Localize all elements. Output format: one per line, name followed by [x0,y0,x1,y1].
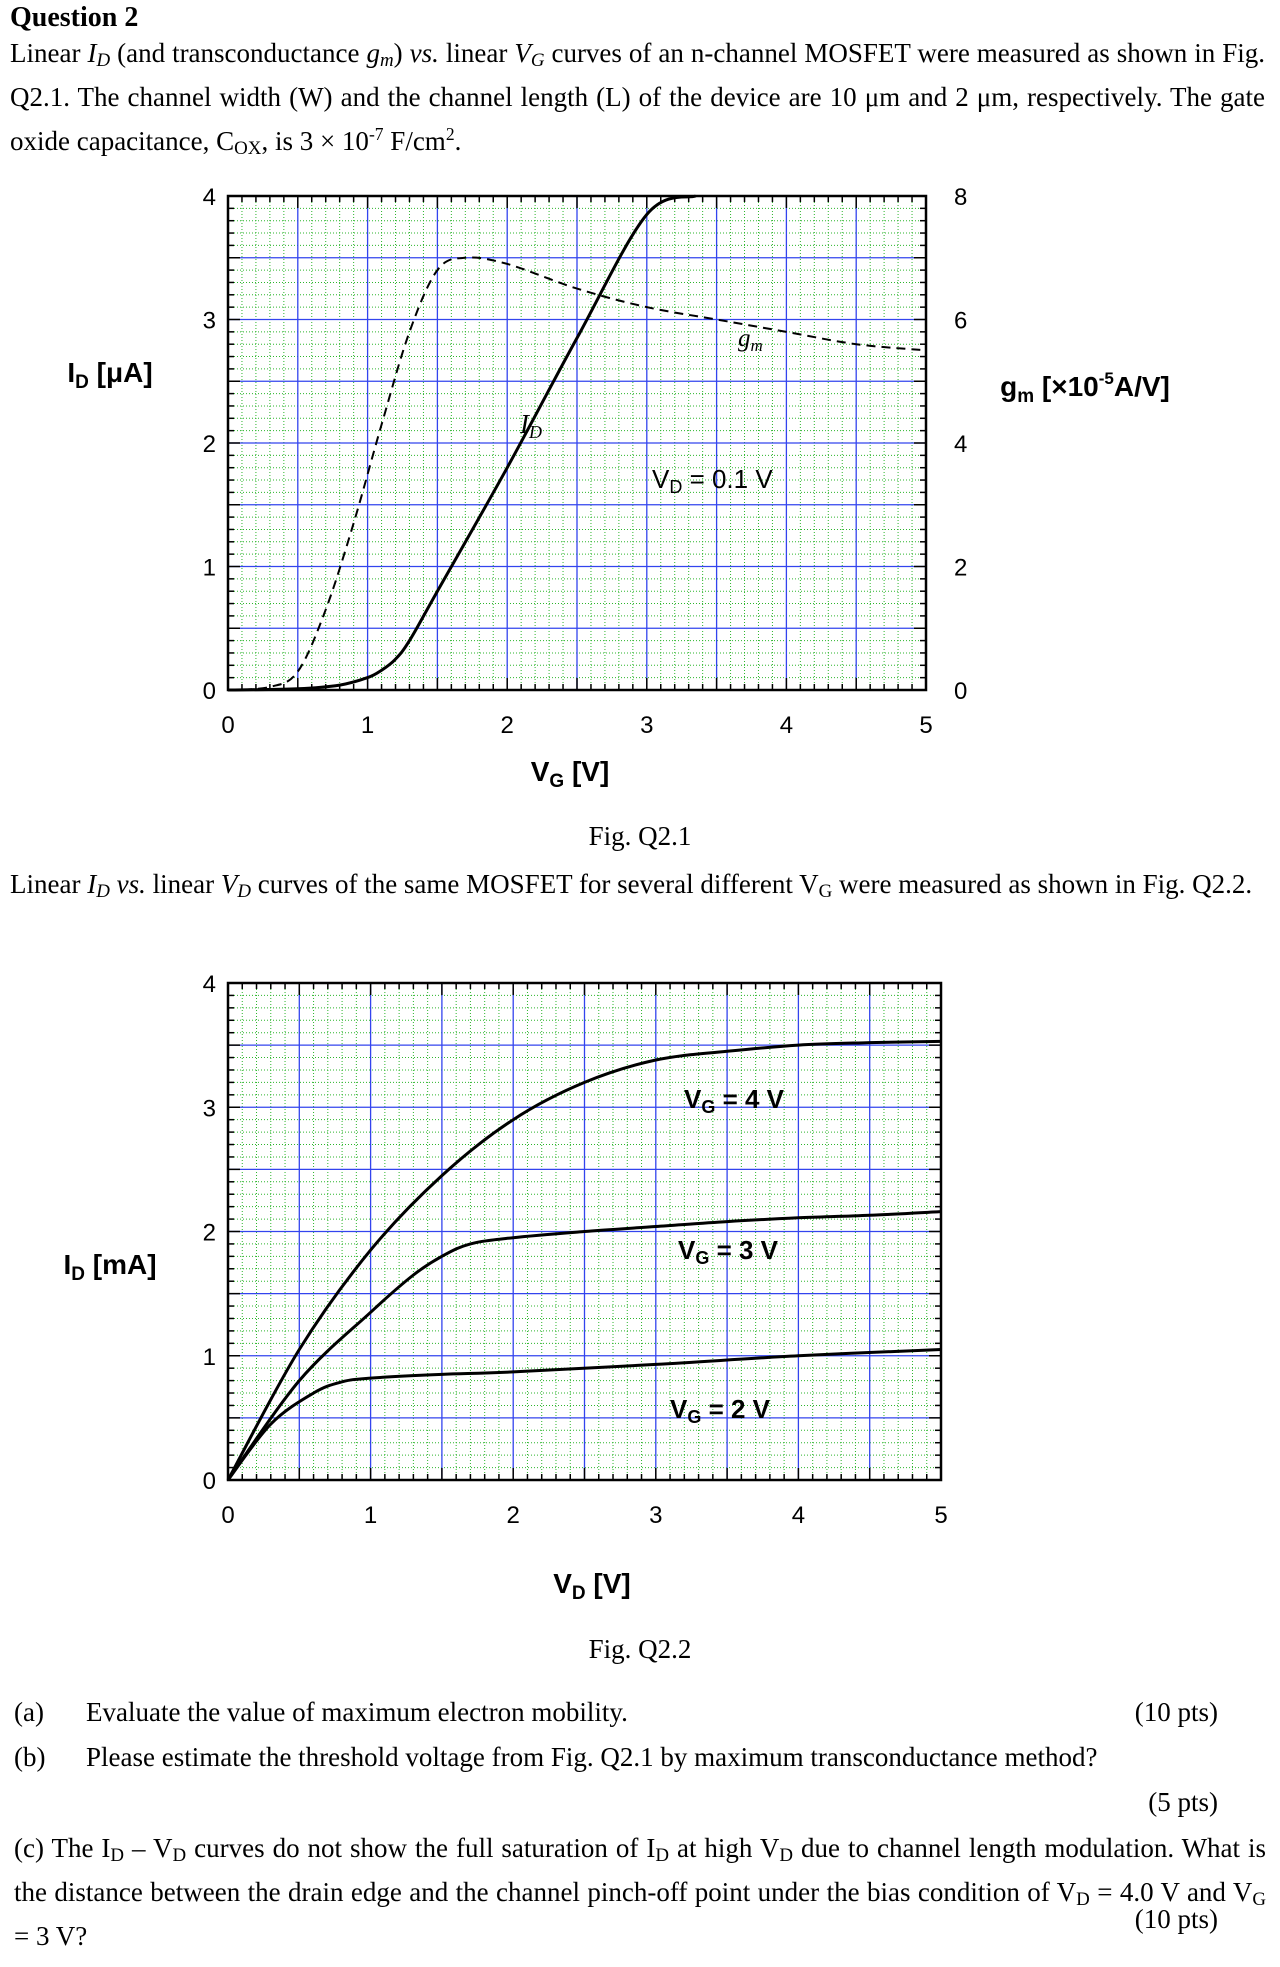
vg-2v-curve [226,1348,942,1481]
figure-q2-2-curves [226,1039,942,1481]
figure-q2-1-caption: Fig. Q2.1 [588,821,692,851]
part-b-label: (b) [14,1742,46,1772]
intro-paragraph: Linear ID (and transconductance gm) vs. … [10,38,1265,159]
y-tick-label: 2 [203,1220,216,1247]
part-c-text: (c) The ID – VD curves do not show the f… [14,1833,1267,1951]
y-tick-label: 1 [203,555,216,582]
figure-q2-1-frame [226,194,928,692]
y-tick-label: 0 [203,1468,216,1495]
gm-annotation: gm [738,325,763,355]
x-tick-label: 5 [934,1502,947,1529]
x-tick-label: 0 [221,1502,234,1529]
y-tick-label: 3 [203,1095,216,1122]
figure-q2-2: 0 1 2 3 4 5 0 1 2 3 4 ID [mA] VD [V] VG = 4 V VG =… [63,971,948,1604]
x-tick-label: 3 [640,712,653,739]
part-a-points: (10 pts) [1134,1697,1218,1727]
id-annotation: ID [519,409,542,442]
y2-tick-label: 0 [954,678,967,705]
x-tick-label: 4 [780,712,793,739]
x-tick-label: 1 [364,1502,377,1529]
vg-4v-curve [226,1039,942,1481]
left-axis-label: ID [μA] [67,357,152,393]
vg-2v-label: VG = 2 V [670,1394,771,1427]
x-tick-label: 2 [507,1502,520,1529]
x-tick-label: 2 [501,712,514,739]
y2-tick-label: 2 [954,555,967,582]
part-b-text: Please estimate the threshold voltage fr… [86,1742,1098,1772]
y2-tick-label: 4 [954,431,967,458]
part-c-points: (10 pts) [1134,1904,1218,1934]
question-heading: Question 2 [10,2,139,33]
y-tick-label: 4 [203,971,216,998]
part-a-text: Evaluate the value of maximum electron m… [86,1697,628,1727]
middle-paragraph: Linear ID vs. linear VD curves of the sa… [10,869,1253,902]
x-tick-label: 0 [221,712,234,739]
curve-annotations: VG = 4 V VG = 3 V VG = 2 V [670,1084,785,1427]
figure-q2-2-grid [228,983,941,1480]
figure-q2-2-tick-labels: 0 1 2 3 4 5 0 1 2 3 4 [203,971,948,1529]
x-axis-label: VG [V] [531,756,610,792]
figure-q2-2-caption: Fig. Q2.2 [588,1634,692,1664]
part-b-points: (5 pts) [1148,1787,1218,1817]
y-tick-label: 4 [203,184,216,211]
id-curve [227,194,697,692]
vg-3v-curve [226,1210,942,1481]
x-tick-label: 3 [649,1502,662,1529]
vg-4v-label: VG = 4 V [684,1084,785,1117]
x-tick-label: 5 [919,712,932,739]
y-tick-label: 3 [203,308,216,335]
x-tick-label: 4 [792,1502,805,1529]
vd-annotation: VD = 0.1 V [652,464,773,497]
y-tick-label: 2 [203,431,216,458]
right-axis-label: gm [×10-5A/V] [1000,369,1170,407]
figure-q2-2-frame [226,981,943,1482]
x-axis-label: VD [V] [553,1568,631,1604]
part-a-label: (a) [14,1697,44,1727]
left-axis-label: ID [mA] [63,1249,156,1285]
y-tick-label: 1 [203,1344,216,1371]
y2-tick-label: 6 [954,308,967,335]
gm-curve [227,256,927,691]
vg-3v-label: VG = 3 V [678,1235,779,1268]
y2-tick-label: 8 [954,184,967,211]
x-tick-label: 1 [361,712,374,739]
figure-q2-1-grid [228,196,926,690]
y-tick-label: 0 [203,678,216,705]
